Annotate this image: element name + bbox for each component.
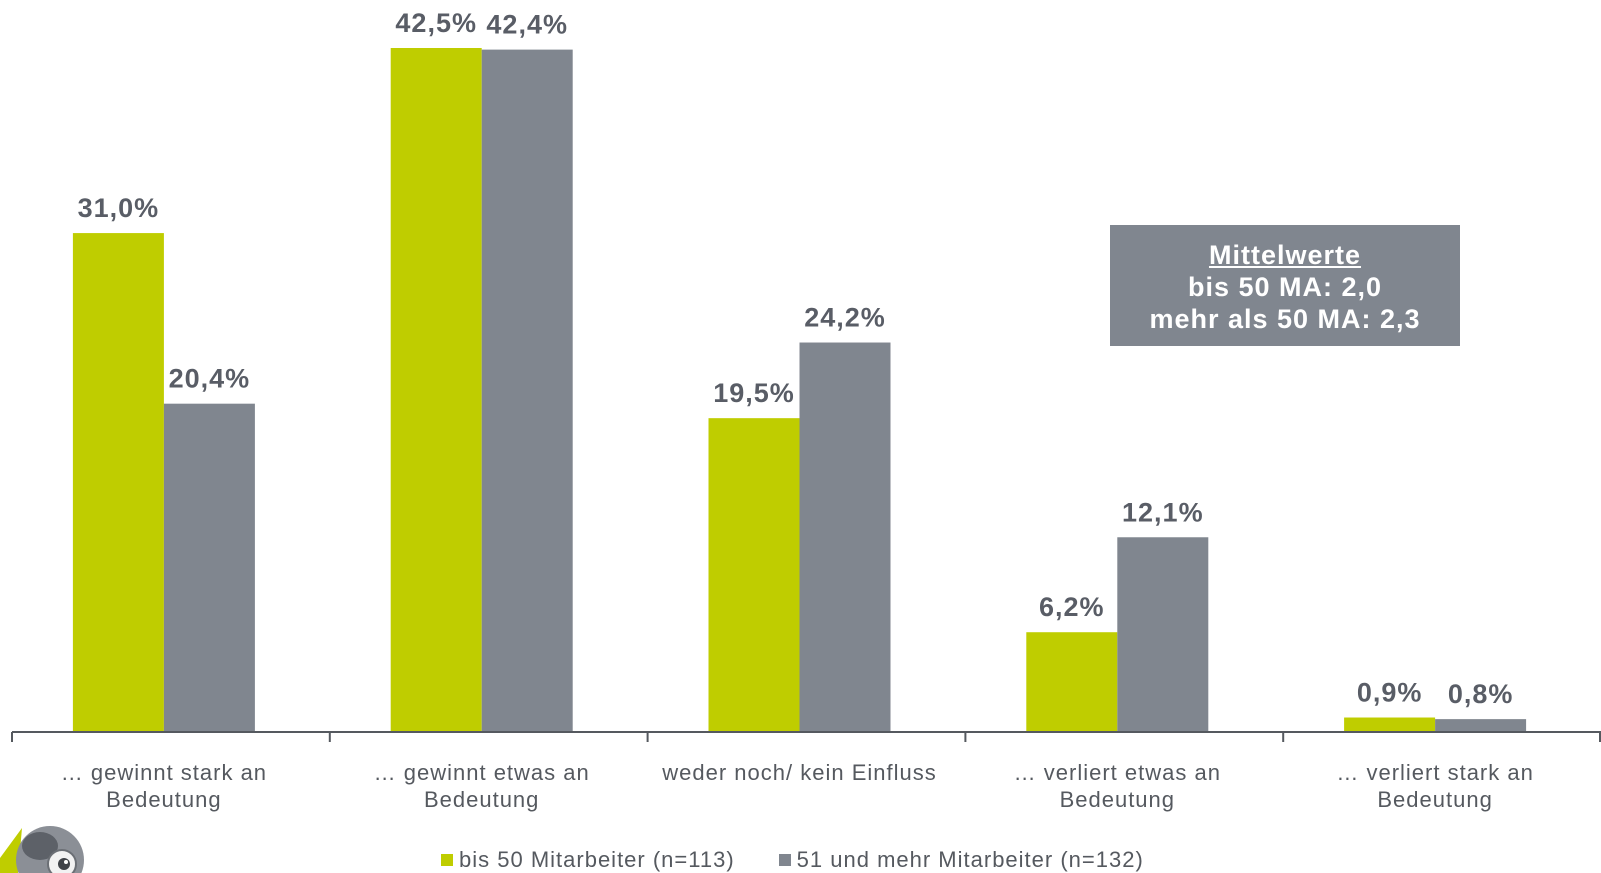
category-label-1: … gewinnt stark an Bedeutung — [61, 760, 267, 812]
category-label-line: Bedeutung — [424, 787, 539, 812]
mascot-logo-icon — [0, 818, 86, 873]
bars-group — [72, 48, 1527, 733]
mean-box-line-1: bis 50 MA: 2,0 — [1187, 272, 1383, 302]
legend-swatch-series-1 — [441, 854, 453, 866]
category-label-3: weder noch/ kein Einfluss — [661, 760, 936, 785]
value-label-series-2-cat-5: 0,8% — [1448, 679, 1514, 709]
bar-series-1-cat-2 — [390, 48, 482, 732]
category-label-5: … verliert stark an Bedeutung — [1336, 760, 1534, 812]
category-label-line: weder noch/ kein Einfluss — [661, 760, 936, 785]
category-label-2: … gewinnt etwas an Bedeutung — [374, 760, 590, 812]
x-axis — [11, 731, 1601, 742]
legend-swatch-series-2 — [778, 854, 791, 866]
legend: bis 50 Mitarbeiter (n=113) 51 und mehr M… — [441, 847, 1188, 873]
value-label-series-1-cat-4: 6,2% — [1039, 592, 1105, 622]
value-label-series-1-cat-3: 19,5% — [713, 378, 795, 408]
value-label-series-2-cat-1: 20,4% — [169, 364, 251, 394]
legend-label-series-1: bis 50 Mitarbeiter (n=113) — [459, 847, 735, 872]
bar-series-1-cat-3 — [708, 418, 800, 732]
bar-series-2-cat-3 — [799, 342, 891, 732]
legend-item-series-2: 51 und mehr Mitarbeiter (n=132) — [778, 847, 1144, 873]
bar-series-1-cat-5 — [1344, 717, 1436, 732]
category-label-line: Bedeutung — [106, 787, 221, 812]
value-label-series-2-cat-4: 12,1% — [1122, 497, 1204, 527]
category-label-line: … verliert etwas an — [1014, 760, 1221, 785]
value-labels-group: 31,0% 20,4% 42,5% 42,4% 19,5% 24,2% 6,2% 12,1% 0… — [78, 8, 1514, 709]
category-label-4: … verliert etwas an Bedeutung — [1014, 760, 1221, 812]
category-label-line: … verliert stark an — [1336, 760, 1534, 785]
value-label-series-1-cat-2: 42,5% — [395, 8, 477, 38]
bar-series-2-cat-5 — [1435, 719, 1527, 732]
category-labels-group: … gewinnt stark an Bedeutung… gewinnt etw… — [61, 760, 1534, 812]
value-label-series-2-cat-2: 42,4% — [486, 10, 568, 40]
value-label-series-1-cat-1: 31,0% — [78, 193, 160, 223]
category-label-line: Bedeutung — [1377, 787, 1492, 812]
bar-series-2-cat-1 — [163, 403, 255, 732]
legend-label-series-2: 51 und mehr Mitarbeiter (n=132) — [796, 847, 1144, 872]
mean-values-box: Mittelwerte bis 50 MA: 2,0 mehr als 50 M… — [1110, 225, 1460, 346]
mean-box-title: Mittelwerte — [1208, 240, 1362, 270]
value-label-series-2-cat-3: 24,2% — [804, 303, 886, 333]
category-label-line: … gewinnt stark an — [61, 760, 267, 785]
mean-box-line-2: mehr als 50 MA: 2,3 — [1149, 304, 1421, 334]
category-label-line: Bedeutung — [1060, 787, 1175, 812]
value-label-series-1-cat-5: 0,9% — [1357, 678, 1423, 708]
category-label-line: … gewinnt etwas an — [374, 760, 590, 785]
bar-series-2-cat-4 — [1117, 537, 1209, 732]
bar-series-1-cat-1 — [72, 233, 164, 733]
legend-item-series-1: bis 50 Mitarbeiter (n=113) — [441, 847, 735, 873]
bar-series-2-cat-2 — [481, 49, 573, 732]
bar-series-1-cat-4 — [1026, 632, 1118, 732]
